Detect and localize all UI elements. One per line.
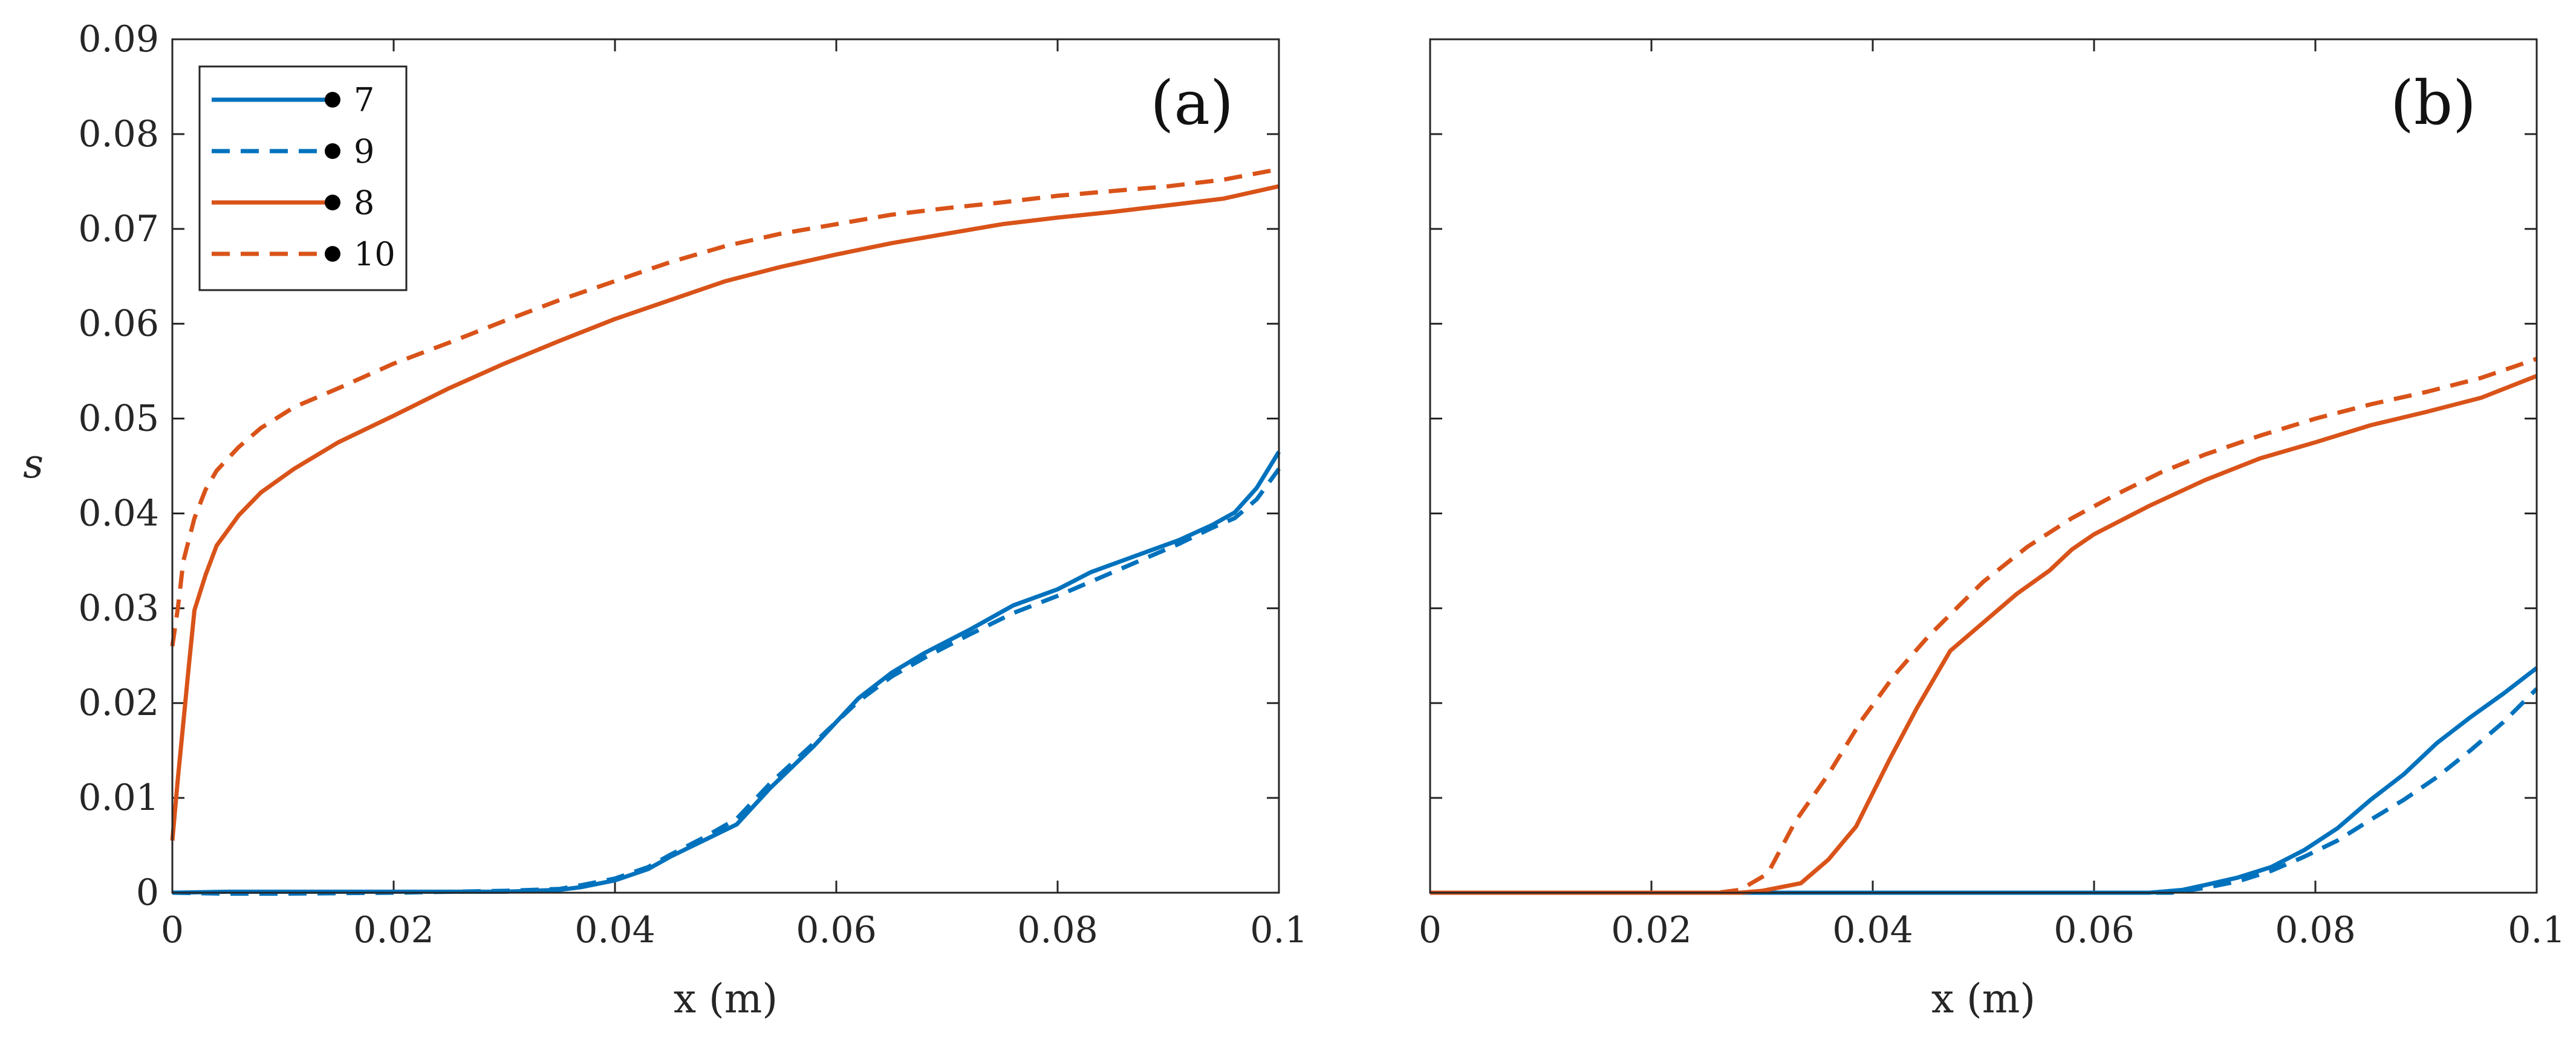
panel-b-series-line-9 <box>1430 687 2539 895</box>
panel-a-x-tick-label: 0 <box>161 909 184 951</box>
legend-marker-dot <box>325 92 340 108</box>
panel-a-series-line-8 <box>170 184 1280 841</box>
panel-b-x-tick-label: 0.04 <box>1832 909 1913 951</box>
panel-a-axes-frame <box>171 38 1280 894</box>
panel-a-x-tick-label: 0.06 <box>796 909 877 951</box>
panel-a-y-tick-label: 0.04 <box>78 492 159 534</box>
panel-a-y-tick-label: 0.07 <box>78 208 159 250</box>
panel-a-y-tick-label: 0.03 <box>78 587 159 629</box>
panel-b: 0 0.02 0.04 0.06 0.08 0.1 (b) x (m) <box>1419 38 2566 1022</box>
legend-marker-dot <box>325 143 340 159</box>
panel-b-x-tick-label: 0.06 <box>2054 909 2135 951</box>
panel-b-series-line-10 <box>1430 357 2538 895</box>
panel-a-x-tick-label: 0.02 <box>353 909 434 951</box>
panel-b-x-tick-label: 0.1 <box>2508 909 2565 951</box>
panel-a-y-tick-label: 0.05 <box>78 398 159 440</box>
panel-a-series-line-10 <box>170 167 1280 647</box>
panel-b-series-line-8 <box>1430 374 2538 895</box>
panel-a-ticks: 0 0.02 0.04 0.06 0.08 0.1 0 0.01 0.02 0.03 0.04 0.0… <box>78 18 1307 951</box>
panel-a-y-tick-label: 0 <box>136 872 159 914</box>
panel-a: 0 0.02 0.04 0.06 0.08 0.1 0 0.01 0.02 0.03 0.04 0.0… <box>23 18 1308 1022</box>
panel-b-x-tick-label: 0.08 <box>2275 909 2356 951</box>
legend-label-9: 9 <box>354 132 374 170</box>
legend-marker-dot <box>325 246 340 262</box>
panel-a-x-tick-label: 0.04 <box>574 909 655 951</box>
legend-label-8: 8 <box>354 184 374 222</box>
panel-a-x-tick-label: 0.1 <box>1250 909 1307 951</box>
panel-b-series <box>1430 357 2539 895</box>
panel-b-label: (b) <box>2390 68 2476 138</box>
legend-label-7: 7 <box>354 81 374 119</box>
legend-marker-dot <box>325 195 340 210</box>
panel-a-series <box>170 167 1281 896</box>
panel-a-legend: 7 9 8 10 <box>198 65 408 291</box>
panel-b-x-tick-label: 0.02 <box>1611 909 1692 951</box>
panel-a-x-axis-label: x (m) <box>674 976 778 1022</box>
panel-a-y-tick-label: 0.09 <box>78 18 159 60</box>
panel-a-y-tick-label: 0.01 <box>78 777 159 819</box>
panel-a-y-tick-label: 0.06 <box>78 303 159 345</box>
panel-a-y-tick-label: 0.08 <box>78 113 159 155</box>
panel-b-axes-frame <box>1429 38 2538 894</box>
panel-a-y-axis-label: s <box>23 441 44 487</box>
panel-a-x-tick-label: 0.08 <box>1017 909 1098 951</box>
panel-a-label: (a) <box>1150 68 1234 138</box>
panel-a-series-line-9 <box>172 467 1281 896</box>
legend-label-10: 10 <box>354 235 395 273</box>
panel-b-x-tick-label: 0 <box>1419 909 1442 951</box>
panel-a-y-tick-label: 0.02 <box>78 682 159 724</box>
panel-b-x-axis-label: x (m) <box>1931 976 2035 1022</box>
